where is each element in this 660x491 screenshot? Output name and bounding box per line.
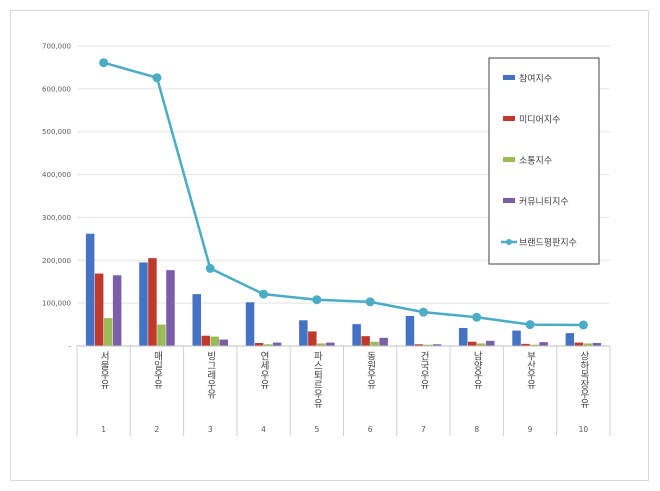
bar-3	[103, 318, 113, 346]
legend-label: 미디어지수	[519, 115, 560, 126]
bar-4	[272, 342, 282, 346]
bar-3	[370, 341, 379, 346]
legend-swatch	[503, 157, 515, 162]
bar-4	[432, 344, 442, 346]
bar-1	[565, 333, 575, 346]
category-label: 동원우유	[365, 351, 376, 390]
brand-index-line	[99, 58, 588, 330]
bar-2	[201, 335, 210, 346]
brand-index-marker	[259, 289, 269, 299]
y-tick-label: 100,000	[42, 300, 71, 308]
category-label: 연세우유	[258, 351, 269, 390]
y-tick-label: 700,000	[42, 43, 71, 51]
x-axis-category-labels: 서울우유 1 매일우유 2 빙그레우유 3 연세우유 4 파스퇴르우유 5 동원우유 6 건국우유 7 남양…	[98, 351, 589, 434]
bar-2	[94, 273, 104, 346]
legend-label: 브랜드평판지수	[519, 238, 577, 249]
bar-1	[352, 324, 361, 346]
category-index: 6	[368, 425, 373, 434]
bar-3	[317, 343, 326, 346]
bar-3	[157, 324, 166, 346]
y-tick-label: 400,000	[42, 171, 71, 179]
bar-4	[166, 270, 175, 346]
category-label: 매일우유	[151, 351, 162, 390]
category-index: 8	[474, 425, 479, 434]
category-label: 남양우유	[471, 351, 482, 390]
brand-index-marker	[418, 307, 428, 317]
category-index: 9	[528, 425, 533, 434]
axes	[76, 345, 611, 436]
y-tick-label: 500,000	[42, 128, 71, 136]
bar-1	[192, 294, 201, 346]
bar-4	[592, 343, 602, 346]
brand-index-marker	[525, 320, 535, 330]
legend-swatch	[503, 116, 515, 121]
bar-2	[574, 342, 584, 346]
category-index: 4	[261, 425, 266, 434]
category-index: 3	[208, 425, 213, 434]
category-label: 파스퇴르우유	[311, 351, 322, 409]
bar-2	[361, 336, 370, 346]
bar-4	[326, 342, 335, 346]
bar-1	[299, 320, 308, 346]
bar-2	[254, 343, 264, 346]
category-label: 서울우유	[98, 351, 109, 390]
y-tick-label: 300,000	[42, 214, 71, 222]
bar-3	[423, 344, 433, 346]
bar-4	[219, 339, 228, 346]
category-label: 건국우유	[418, 351, 429, 390]
y-tick-label: 200,000	[42, 257, 71, 265]
brand-index-marker	[578, 320, 588, 330]
bar-2	[468, 341, 477, 346]
bar-1	[245, 302, 255, 346]
category-index: 5	[314, 425, 319, 434]
brand-index-marker	[472, 312, 482, 322]
y-tick-label: 600,000	[42, 85, 71, 93]
legend-label: 소통지수	[519, 156, 552, 167]
legend-swatch	[503, 75, 515, 80]
category-label: 상하목장우유	[578, 351, 589, 409]
brand-index-marker	[152, 73, 162, 83]
bar-1	[139, 262, 148, 346]
bar-1	[405, 316, 415, 346]
brand-index-marker	[312, 295, 322, 305]
bar-3	[530, 344, 539, 346]
bar-3	[263, 344, 273, 346]
bar-3	[477, 343, 486, 346]
bar-2	[308, 331, 317, 346]
category-index: 7	[421, 425, 426, 434]
bar-4	[539, 342, 548, 346]
brand-index-marker	[99, 58, 109, 68]
y-axis-tick-labels: - 100,000 200,000 300,000 400,000 500,000 600,…	[42, 43, 71, 351]
brand-index-marker	[205, 263, 215, 273]
bar-4	[112, 275, 122, 346]
bar-2	[148, 258, 157, 346]
legend-swatch-marker	[506, 239, 512, 245]
category-label: 부산우유	[525, 351, 536, 390]
bar-1	[512, 330, 521, 346]
brand-index-line-path	[103, 61, 584, 327]
legend-label: 커뮤니티지수	[519, 197, 569, 208]
legend-label: 참여지수	[519, 73, 552, 85]
brand-index-marker	[365, 297, 375, 307]
category-index: 1	[101, 425, 106, 434]
bar-4	[486, 340, 495, 346]
bar-3	[583, 343, 593, 346]
bar-2	[414, 344, 424, 346]
bars	[85, 233, 602, 346]
category-index: 2	[155, 425, 160, 434]
bar-4	[379, 337, 388, 346]
category-index: 10	[579, 425, 589, 434]
bar-2	[521, 343, 530, 346]
bar-1	[85, 233, 95, 346]
bar-3	[210, 336, 219, 346]
y-tick-label: -	[68, 343, 71, 351]
category-label: 빙그레우유	[205, 351, 216, 399]
bar-1	[459, 328, 468, 346]
legend-swatch	[503, 198, 515, 203]
